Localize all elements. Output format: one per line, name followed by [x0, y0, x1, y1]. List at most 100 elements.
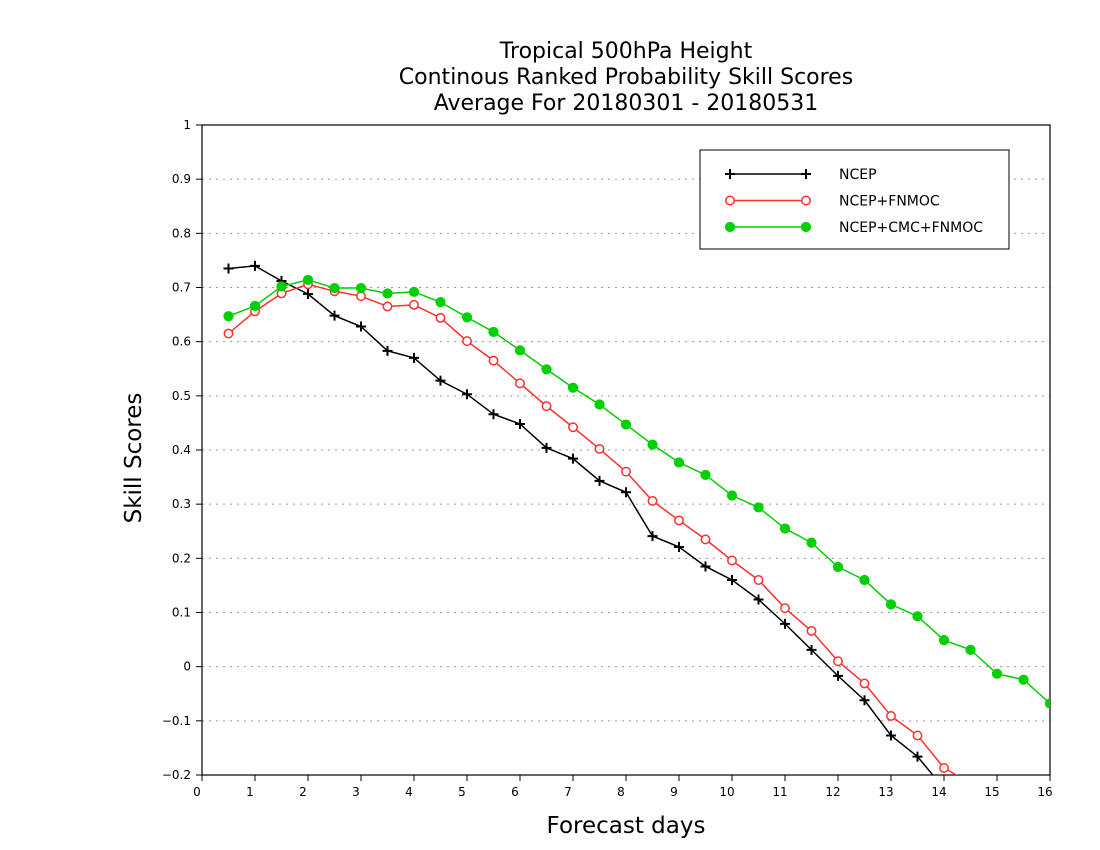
data-point	[885, 599, 897, 610]
data-point	[594, 399, 605, 410]
data-point	[753, 575, 764, 585]
data-point	[408, 286, 420, 297]
data-point	[382, 288, 393, 299]
legend-entry: NCEP	[725, 167, 877, 183]
data-point	[515, 378, 525, 389]
data-point	[700, 534, 711, 545]
data-point	[329, 282, 340, 294]
x-tick-labels: 0 1 2 3 4 5 6 7 8 9 10 11 12 13 14 15 16	[193, 785, 1052, 799]
series-line	[228, 279, 1050, 705]
data-point	[382, 345, 393, 356]
y-tick-label: 0.5	[172, 389, 191, 403]
data-point	[567, 382, 579, 393]
x-tick-label: 9	[670, 785, 678, 799]
data-point	[568, 453, 578, 464]
data-point	[594, 475, 605, 486]
data-point	[647, 495, 658, 506]
data-point	[621, 466, 631, 477]
x-tick-label: 0	[193, 785, 201, 799]
x-tick-label: 11	[772, 785, 787, 799]
legend-label: NCEP	[839, 167, 877, 183]
data-point	[461, 312, 473, 323]
data-point	[647, 531, 658, 542]
data-point	[991, 668, 1003, 679]
data-point	[726, 490, 738, 501]
data-point	[938, 635, 950, 646]
x-tick-label: 4	[405, 785, 413, 799]
legend-marker	[800, 221, 812, 233]
data-point	[806, 644, 817, 655]
data-point	[1046, 847, 1054, 850]
data-point	[594, 443, 605, 454]
y-tick-label: 0.6	[172, 335, 191, 349]
data-point	[515, 419, 525, 429]
series-line	[228, 283, 958, 775]
x-tick-label: 5	[458, 785, 466, 799]
data-point	[647, 439, 658, 450]
data-point	[541, 442, 552, 453]
y-tick-label: 1	[183, 118, 191, 132]
data-point	[727, 575, 737, 585]
data-point	[435, 297, 446, 308]
legend-label: NCEP+CMC+FNMOC	[839, 220, 983, 236]
x-tick-label: 14	[931, 785, 946, 799]
x-tick-label: 6	[511, 785, 519, 799]
data-point	[833, 656, 843, 667]
y-tick-label: 0.9	[172, 172, 191, 186]
series-ncep-fnmoc	[223, 279, 1054, 850]
data-point	[780, 603, 790, 614]
legend-marker	[801, 195, 811, 206]
data-point	[912, 751, 923, 762]
grid-lines	[202, 178, 1050, 722]
data-point	[992, 830, 1002, 840]
x-axis-label: Forecast days	[547, 813, 706, 839]
x-tick-label: 7	[564, 785, 572, 799]
y-axis-label: Skill Scores	[121, 393, 147, 524]
data-point	[806, 537, 817, 548]
series-ncep-cmc-fnmoc	[223, 274, 1050, 709]
data-point	[541, 401, 552, 412]
data-point	[435, 312, 446, 323]
data-point	[1018, 674, 1029, 685]
data-point	[409, 352, 419, 363]
data-point	[620, 419, 632, 430]
data-point	[302, 274, 314, 286]
data-point	[912, 730, 923, 741]
data-point	[886, 730, 896, 741]
x-tick-label: 3	[352, 785, 360, 799]
data-point	[409, 299, 419, 310]
x-tick-label: 8	[617, 785, 625, 799]
title-line-3: Average For 20180301 - 20180531	[434, 91, 819, 116]
legend-entry: NCEP+FNMOC	[725, 194, 940, 210]
x-tick-label: 16	[1037, 785, 1052, 799]
data-point	[1019, 825, 1027, 833]
legend-marker	[725, 195, 735, 206]
x-tick-label: 10	[719, 785, 734, 799]
data-point	[488, 326, 499, 338]
data-point	[753, 594, 764, 605]
title-line-2: Continous Ranked Probability Skill Score…	[399, 65, 853, 90]
data-point	[382, 301, 393, 312]
legend-label: NCEP+FNMOC	[839, 194, 940, 210]
y-tick-label: 0	[183, 660, 191, 674]
data-point	[833, 670, 843, 681]
data-point	[912, 611, 923, 622]
data-point	[674, 515, 684, 526]
data-point	[939, 763, 949, 773]
legend-marker	[801, 169, 811, 179]
data-point	[780, 618, 790, 629]
data-point	[488, 355, 499, 366]
data-point	[965, 644, 976, 655]
data-point	[355, 282, 367, 294]
axis-ticks	[196, 124, 1051, 781]
data-point	[435, 375, 446, 386]
data-point	[329, 310, 340, 321]
data-point	[674, 541, 684, 552]
data-point	[462, 336, 472, 347]
data-point	[779, 523, 791, 534]
legend: NCEP NCEP+FNMOC NCEP+CMC+FNMOC	[699, 149, 1010, 250]
data-point	[276, 281, 287, 292]
data-point	[966, 779, 974, 787]
y-tick-label: 0.7	[172, 281, 191, 295]
